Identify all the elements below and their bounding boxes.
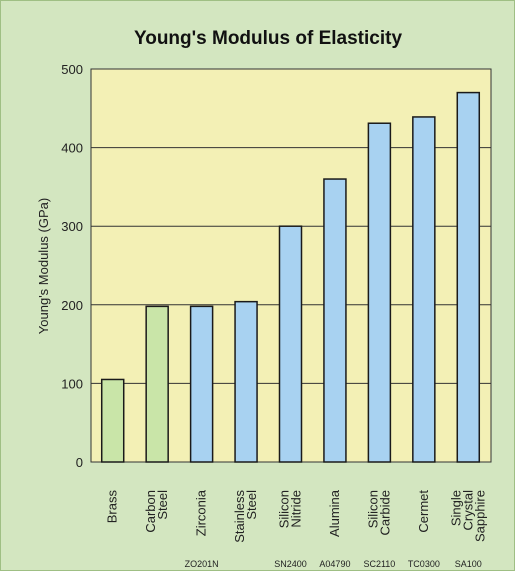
x-tick-label: Alumina <box>327 489 342 537</box>
product-code-label: ZO201N <box>185 559 219 569</box>
x-tick-label: Nitride <box>289 490 304 528</box>
x-tick-label: Cermet <box>416 490 431 533</box>
bars <box>100 91 481 463</box>
x-tick-label: Stainless <box>232 490 247 543</box>
bar <box>234 300 258 463</box>
product-code-label: SA100 <box>455 559 482 569</box>
x-tick-label: Carbide <box>377 490 392 536</box>
x-tick-label: Silicon <box>277 490 292 528</box>
product-code-label: A04790 <box>319 559 350 569</box>
x-tick-label: Crystal <box>460 490 475 531</box>
chart-title: Young's Modulus of Elasticity <box>134 28 403 49</box>
x-tick-label: Brass <box>105 490 120 524</box>
product-code-label: TC0300 <box>408 559 440 569</box>
y-tick-label: 0 <box>76 455 83 470</box>
y-tick-label: 200 <box>61 298 83 313</box>
product-code-label: SN2400 <box>274 559 307 569</box>
bar <box>412 116 436 463</box>
x-tick-label: Steel <box>155 490 170 520</box>
x-tick-label: Zirconia <box>194 489 209 536</box>
y-tick-label: 400 <box>61 141 83 156</box>
y-axis-label: Young's Modulus (GPa) <box>36 198 51 334</box>
x-tick-label: Sapphire <box>472 490 487 542</box>
y-axis-ticks: 0 100 200 300 400 500 <box>61 62 83 470</box>
bar <box>145 305 169 463</box>
bar <box>367 122 392 463</box>
bar <box>278 225 303 463</box>
bar <box>189 305 214 463</box>
bar <box>100 378 125 463</box>
bar <box>456 91 481 463</box>
y-tick-label: 100 <box>61 376 83 391</box>
bar <box>323 178 347 463</box>
x-tick-label: Single <box>448 490 463 526</box>
product-code-label: SC2110 <box>363 559 395 569</box>
y-tick-label: 500 <box>61 62 83 77</box>
y-tick-label: 300 <box>61 219 83 234</box>
x-tick-label: Carbon <box>143 490 158 533</box>
x-tick-label: Steel <box>244 490 259 520</box>
x-tick-label: Silicon <box>365 490 380 528</box>
